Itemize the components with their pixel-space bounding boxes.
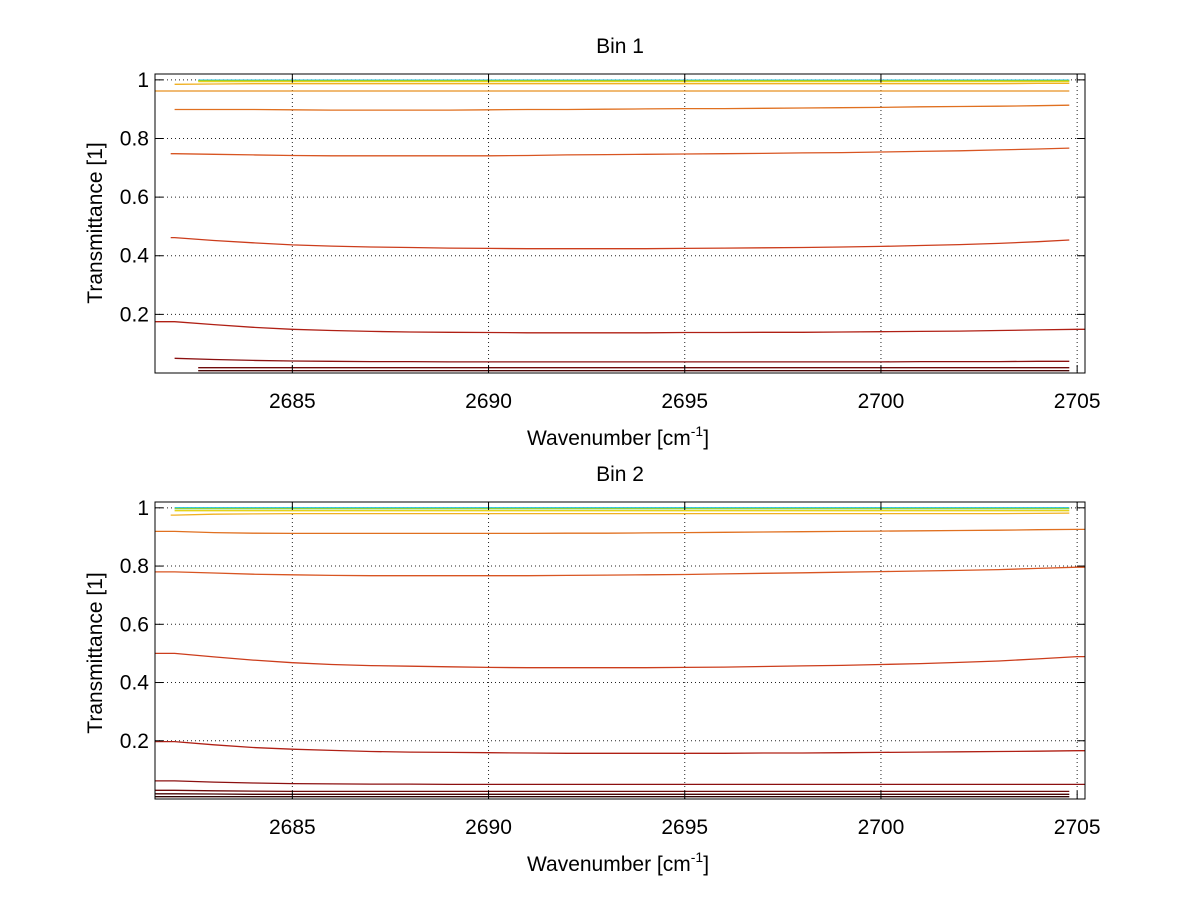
series-line-8 <box>155 740 1085 754</box>
series-line-4 <box>174 82 1070 85</box>
ticks-group: 2685 2690 2695 2700 2705 0.2 0.4 0.6 0.8 1 <box>120 69 1101 413</box>
x-axis-label: Wavenumber [cm-1] <box>527 423 709 450</box>
x-tick-label: 2705 <box>1054 390 1101 413</box>
x-tick-label: 2700 <box>858 390 905 413</box>
x-tick-label: 2700 <box>858 816 905 839</box>
y-tick-label: 0.8 <box>120 555 149 578</box>
y-tick-label: 0.8 <box>120 127 149 150</box>
x-tick-label: 2685 <box>269 390 316 413</box>
series-line-10 <box>174 357 1070 363</box>
series-line-9 <box>155 321 1085 334</box>
subplot-title: Bin 2 <box>596 463 644 486</box>
series-group <box>155 79 1085 372</box>
x-tick-label: 2690 <box>465 816 512 839</box>
y-tick-label: 0.2 <box>120 730 149 753</box>
series-line-9 <box>155 780 1085 786</box>
y-tick-label: 0.2 <box>120 303 149 326</box>
y-tick-label: 1 <box>137 69 149 92</box>
series-line-8 <box>170 236 1070 250</box>
x-tick-label: 2695 <box>661 390 708 413</box>
y-tick-label: 1 <box>137 497 149 520</box>
x-tick-label: 2690 <box>465 390 512 413</box>
subplot-bin-1: Bin 1 Transmittance [1] Wavenumber [cm-1… <box>84 35 1101 450</box>
x-axis-label: Wavenumber [cm-1] <box>527 849 709 876</box>
y-axis-label: Transmittance [1] <box>84 572 107 733</box>
y-axis-label: Transmittance [1] <box>84 142 107 303</box>
subplot-bin-2: Bin 2 Transmittance [1] Wavenumber [cm-1… <box>84 463 1101 876</box>
grid-lines <box>155 74 1085 373</box>
x-tick-label: 2685 <box>269 816 316 839</box>
axes-box <box>154 501 1086 800</box>
series-line-5 <box>155 528 1085 535</box>
series-line-6 <box>155 566 1085 577</box>
series-line-6 <box>174 104 1070 111</box>
series-line-4 <box>170 512 1070 516</box>
series-line-7 <box>155 652 1085 669</box>
y-tick-label: 0.4 <box>120 245 150 268</box>
x-tick-label: 2705 <box>1054 816 1101 839</box>
axes-box <box>154 73 1086 374</box>
grid-lines <box>155 502 1085 799</box>
y-tick-label: 0.6 <box>120 613 149 636</box>
y-tick-label: 0.6 <box>120 186 149 209</box>
y-tick-label: 0.4 <box>120 672 150 695</box>
subplot-title: Bin 1 <box>596 35 644 58</box>
series-group <box>155 507 1085 798</box>
x-tick-label: 2695 <box>661 816 708 839</box>
series-line-7 <box>170 147 1070 157</box>
ticks-group: 2685 2690 2695 2700 2705 0.2 0.4 0.6 0.8 1 <box>120 497 1101 839</box>
